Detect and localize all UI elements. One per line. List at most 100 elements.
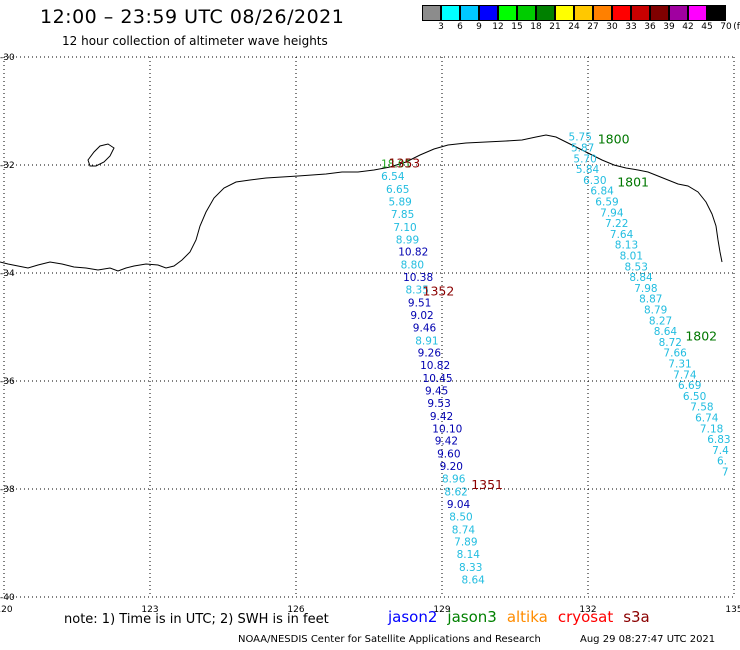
legend-jason3: jason3 — [447, 608, 497, 626]
swh-value: 10.10 — [432, 423, 462, 435]
swh-value: 7.31 — [668, 359, 691, 371]
scale-label: 36 — [644, 22, 656, 32]
swh-value: 6.50 — [683, 391, 706, 403]
swh-value: 6.59 — [595, 197, 618, 209]
scale-swatch — [460, 5, 479, 21]
footer-timestamp: Aug 29 08:27:47 UTC 2021 — [580, 634, 716, 645]
scale-swatch — [441, 5, 460, 21]
swh-value: 9.53 — [427, 398, 450, 410]
scale-label: 6 — [457, 22, 463, 32]
swh-value: 10.82 — [420, 360, 450, 372]
lat-tick-label: -32 — [0, 161, 15, 171]
pass-time-label: 1351 — [471, 477, 503, 492]
page-title: 12:00 – 23:59 UTC 08/26/2021 — [40, 6, 345, 28]
swh-value: 7.4 — [712, 445, 729, 457]
swh-value: 8.50 — [449, 511, 472, 523]
swh-value: 7.64 — [610, 229, 634, 241]
swh-value: 7.10 — [393, 222, 416, 234]
swh-value: 10.45 — [423, 373, 453, 385]
scale-label: 70 — [720, 22, 732, 32]
swh-value: 9.42 — [435, 436, 458, 448]
swh-value: 9.46 — [413, 322, 437, 334]
scale-label: 21 — [549, 22, 561, 32]
swh-value: 9.45 — [425, 386, 448, 398]
lat-tick-label: -36 — [0, 377, 15, 387]
swh-value: 9.04 — [447, 499, 471, 511]
scale-label: 15 — [511, 22, 523, 32]
australia-south-coast — [0, 134, 723, 272]
lat-tick-label: -38 — [0, 485, 15, 495]
scale-swatch — [517, 5, 536, 21]
satellite-legend: jason2 jason3 altika cryosat s3a — [388, 608, 660, 626]
lon-tick-label: 132 — [579, 605, 596, 615]
swh-value: 8.27 — [649, 315, 672, 327]
swh-value: 6.83 — [707, 434, 730, 446]
scale-swatch — [669, 5, 688, 21]
scale-label: 18 — [530, 22, 542, 32]
island-kangaroo — [87, 143, 115, 167]
lon-tick-label: 126 — [287, 605, 304, 615]
scale-label: 3 — [438, 22, 444, 32]
pass-time-label: 1353 — [388, 156, 420, 171]
swh-value: 7.94 — [600, 207, 624, 219]
footer-source: NOAA/NESDIS Center for Satellite Applica… — [238, 634, 541, 645]
swh-value: 8.35 — [406, 285, 429, 297]
swh-value: 9.26 — [418, 348, 442, 360]
swh-value: 6.69 — [678, 380, 701, 392]
swh-value: 8.99 — [396, 234, 419, 246]
scale-label: 39 — [663, 22, 675, 32]
scale-swatch — [498, 5, 517, 21]
swh-value: 6.74 — [695, 413, 719, 425]
swh-value: 8.74 — [452, 524, 476, 536]
graticule — [3, 56, 735, 598]
swh-value: 7.74 — [673, 369, 697, 381]
swh-value: 8.84 — [629, 272, 653, 284]
pass-time-label: 1801 — [617, 175, 649, 190]
swh-value: 8.87 — [639, 294, 662, 306]
page-subtitle: 12 hour collection of altimeter wave hei… — [62, 34, 328, 48]
swh-value: 7 — [722, 467, 729, 479]
legend-jason2: jason2 — [388, 608, 438, 626]
lat-tick-label: -40 — [0, 593, 15, 603]
scale-swatch — [707, 5, 726, 21]
swh-value: 5.75 — [569, 132, 592, 144]
swh-value: 6.65 — [386, 184, 409, 196]
swh-value: 7.58 — [690, 402, 713, 414]
swh-value: 8.14 — [457, 549, 481, 561]
scale-label: 12 — [492, 22, 504, 32]
swh-value: 8.72 — [659, 337, 682, 349]
swh-value: 9.02 — [410, 310, 433, 322]
legend-altika: altika — [506, 608, 548, 626]
swh-value: 6.54 — [381, 171, 405, 183]
scale-swatch — [612, 5, 631, 21]
swh-value: 7.18 — [700, 423, 723, 435]
pass-time-label: 1800 — [598, 131, 630, 146]
swh-value: 10.82 — [398, 247, 428, 259]
lon-tick-label: 120 — [0, 605, 13, 615]
lon-tick-label: 135 — [725, 605, 740, 615]
track-west-track: 18.016.546.655.897.857.108.9910.828.8010… — [381, 159, 485, 587]
scale-label: 33 — [625, 22, 637, 32]
scale-label: 9 — [476, 22, 482, 32]
scale-unit: (ft) — [733, 22, 740, 32]
scale-swatch — [650, 5, 669, 21]
swh-value: 8.64 — [461, 575, 485, 587]
swh-value: 7.22 — [605, 218, 628, 230]
swh-value: 6.84 — [590, 186, 614, 198]
swh-value: 7.98 — [634, 283, 657, 295]
lon-tick-label: 129 — [433, 605, 450, 615]
swh-value: 9.60 — [437, 449, 460, 461]
swh-value: 8.33 — [459, 562, 482, 574]
scale-label: 24 — [568, 22, 580, 32]
scale-label: 27 — [587, 22, 599, 32]
scale-swatch — [479, 5, 498, 21]
swh-value: 8.96 — [442, 474, 466, 486]
swh-value: 8.01 — [620, 251, 643, 263]
swh-value: 5.84 — [576, 164, 600, 176]
legend-s3a: s3a — [623, 608, 650, 626]
swh-value: 7.89 — [454, 537, 477, 549]
scale-swatch — [631, 5, 650, 21]
lat-tick-label: -30 — [0, 53, 15, 63]
track-east-track: 5.755.875.705.846.306.846.597.947.227.64… — [569, 132, 731, 479]
